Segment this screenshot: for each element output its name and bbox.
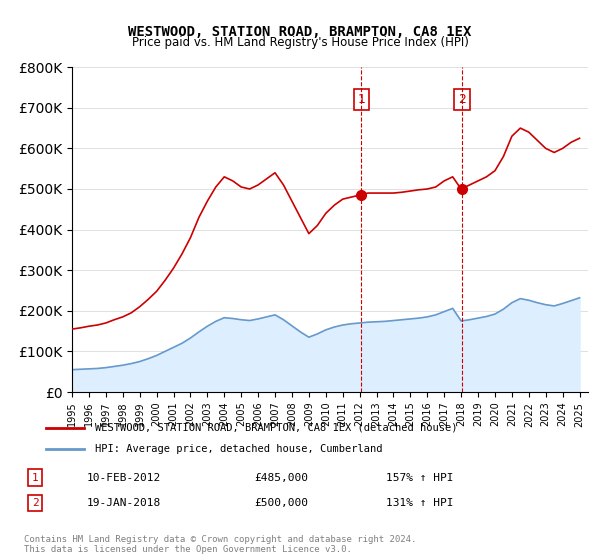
Text: 2: 2 [32, 498, 38, 508]
Text: 10-FEB-2012: 10-FEB-2012 [87, 473, 161, 483]
Text: £500,000: £500,000 [254, 498, 308, 508]
Text: 131% ↑ HPI: 131% ↑ HPI [386, 498, 454, 508]
Text: HPI: Average price, detached house, Cumberland: HPI: Average price, detached house, Cumb… [95, 444, 382, 454]
Text: 2: 2 [458, 93, 466, 106]
Text: WESTWOOD, STATION ROAD, BRAMPTON, CA8 1EX (detached house): WESTWOOD, STATION ROAD, BRAMPTON, CA8 1E… [95, 423, 457, 433]
Text: 1: 1 [32, 473, 38, 483]
Text: 157% ↑ HPI: 157% ↑ HPI [386, 473, 454, 483]
Text: Contains HM Land Registry data © Crown copyright and database right 2024.
This d: Contains HM Land Registry data © Crown c… [24, 535, 416, 554]
Text: 19-JAN-2018: 19-JAN-2018 [87, 498, 161, 508]
Text: Price paid vs. HM Land Registry's House Price Index (HPI): Price paid vs. HM Land Registry's House … [131, 36, 469, 49]
Text: WESTWOOD, STATION ROAD, BRAMPTON, CA8 1EX: WESTWOOD, STATION ROAD, BRAMPTON, CA8 1E… [128, 25, 472, 39]
Text: £485,000: £485,000 [254, 473, 308, 483]
Text: 1: 1 [358, 93, 365, 106]
